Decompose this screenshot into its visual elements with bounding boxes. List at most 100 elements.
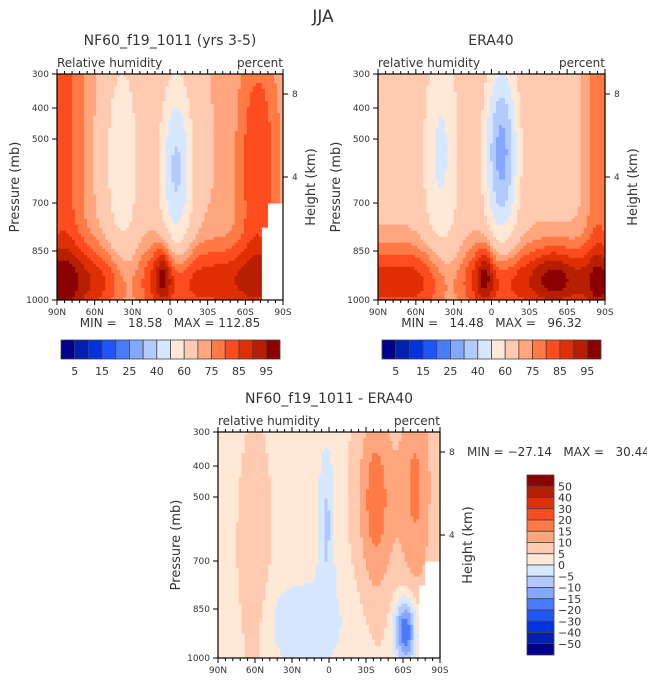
field-cell [189,206,193,210]
field-cell [237,197,242,201]
field-cell [60,161,64,165]
field-cell [231,119,236,123]
field-cell [144,158,148,162]
field-cell [225,200,230,204]
field-cell [135,254,139,259]
field-cell [120,89,124,93]
field-cell [183,74,187,78]
field-cell [102,245,106,250]
field-cell [222,95,227,99]
field-cell [213,119,218,123]
field-cell [195,161,200,165]
field-cell [228,104,233,108]
field-cell [99,197,103,201]
field-cell [189,209,193,214]
field-cell [201,209,206,214]
field-cell [225,296,230,301]
field-cell [177,260,181,265]
field-cell [225,170,230,174]
field-cell [111,101,115,105]
field-cell [78,113,82,117]
field-cell [183,122,187,126]
field-cell [177,155,181,159]
field-cell [234,173,239,177]
field-cell [216,77,221,81]
field-cell [81,236,85,241]
field-cell [201,95,206,99]
field-cell [222,233,227,238]
field-cell [246,290,251,295]
field-cell [249,230,254,235]
field-cell [201,248,206,253]
field-cell [93,161,97,165]
field-cell [147,92,151,96]
field-cell [174,290,178,295]
field-cell [69,197,73,201]
field-cell [87,179,91,183]
field-cell [138,80,142,84]
field-cell [213,194,218,198]
field-cell [60,149,64,153]
field-cell [129,293,133,298]
field-cell [150,134,154,138]
field-cell [72,140,76,144]
field-cell [66,116,70,120]
field-cell [207,119,212,123]
field-cell [60,107,64,111]
field-cell [195,233,200,238]
field-cell [186,173,190,177]
field-cell [213,218,218,223]
field-cell [120,254,124,259]
field-cell [69,80,73,84]
field-cell [249,293,254,298]
field-cell [78,263,82,268]
field-cell [162,80,166,84]
field-cell [207,164,212,168]
field-cell [216,89,221,93]
field-cell [156,101,160,105]
field-cell [102,185,106,189]
field-cell [165,86,169,90]
field-cell [102,272,106,277]
field-cell [180,278,184,283]
field-cell [90,119,94,123]
field-cell [207,218,212,223]
field-cell [162,149,166,153]
field-cell [120,134,124,138]
field-cell [204,176,209,180]
field-cell [168,143,172,147]
field-cell [165,104,169,108]
field-cell [126,212,130,217]
field-cell [72,296,76,301]
field-cell [138,212,142,217]
field-cell [180,164,184,168]
field-cell [78,212,82,217]
field-cell [177,284,181,289]
field-cell [108,131,112,135]
field-cell [105,119,109,123]
field-cell [105,182,109,186]
field-cell [57,191,61,195]
field-cell [111,80,115,84]
field-cell [114,269,118,274]
field-cell [96,218,100,223]
field-cell [186,113,190,117]
field-cell [171,218,175,223]
field-cell [60,179,64,183]
field-cell [126,170,130,174]
field-cell [153,248,157,253]
field-cell [216,122,221,126]
field-cell [84,185,88,189]
field-cell [126,164,130,168]
field-cell [249,80,254,84]
field-cell [105,272,109,277]
field-cell [99,248,103,253]
field-cell [120,131,124,135]
field-cell [174,293,178,298]
field-cell [72,80,76,84]
field-cell [90,296,94,301]
field-cell [234,146,239,150]
field-cell [195,215,200,220]
field-cell [126,122,130,126]
field-cell [207,131,212,135]
